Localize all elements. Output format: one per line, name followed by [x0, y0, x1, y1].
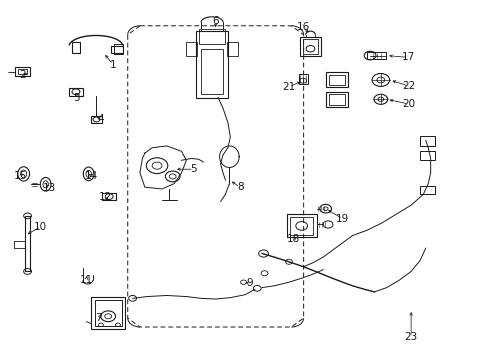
Bar [227, 42, 238, 56]
Bar [91, 116, 102, 123]
Text: 2: 2 [20, 70, 26, 80]
Text: 12: 12 [99, 192, 112, 202]
Bar [329, 75, 344, 85]
Bar [72, 42, 80, 53]
Text: 10: 10 [34, 222, 48, 231]
Circle shape [286, 259, 293, 264]
Bar [111, 45, 123, 53]
Text: 17: 17 [402, 52, 416, 62]
Text: 5: 5 [191, 164, 197, 174]
Text: 13: 13 [43, 183, 56, 193]
Bar [367, 52, 386, 59]
Bar [196, 31, 228, 98]
Bar [102, 193, 116, 201]
Bar [420, 151, 435, 160]
Text: 7: 7 [95, 313, 102, 323]
Bar [299, 74, 308, 84]
Bar [201, 49, 223, 94]
Bar [326, 92, 347, 107]
Bar [114, 44, 123, 54]
Bar [91, 297, 125, 329]
Bar [300, 37, 321, 56]
Bar [303, 39, 318, 54]
Text: 11: 11 [79, 275, 93, 285]
Text: 23: 23 [405, 332, 418, 342]
Text: 3: 3 [73, 93, 80, 103]
Bar [420, 136, 435, 146]
Text: 20: 20 [402, 99, 415, 109]
Bar [186, 42, 197, 56]
Bar [329, 94, 344, 105]
Bar [198, 30, 225, 44]
Bar [290, 217, 314, 235]
Text: 14: 14 [84, 171, 98, 181]
Text: 8: 8 [237, 182, 244, 192]
Bar [420, 186, 435, 194]
Bar [326, 72, 347, 87]
Bar [287, 214, 317, 237]
Text: 18: 18 [287, 234, 300, 244]
Text: 19: 19 [336, 214, 349, 224]
Bar [95, 300, 122, 326]
Text: 6: 6 [212, 17, 219, 27]
Text: 21: 21 [282, 82, 295, 92]
Text: 9: 9 [246, 278, 253, 288]
Text: 22: 22 [402, 81, 416, 91]
Bar [18, 69, 27, 74]
Text: 15: 15 [14, 171, 27, 181]
Text: 1: 1 [110, 59, 117, 69]
Text: 4: 4 [98, 114, 104, 124]
Text: 16: 16 [297, 22, 310, 32]
Bar [69, 88, 83, 96]
Bar [15, 67, 30, 76]
Bar [25, 216, 30, 271]
Circle shape [261, 271, 268, 276]
